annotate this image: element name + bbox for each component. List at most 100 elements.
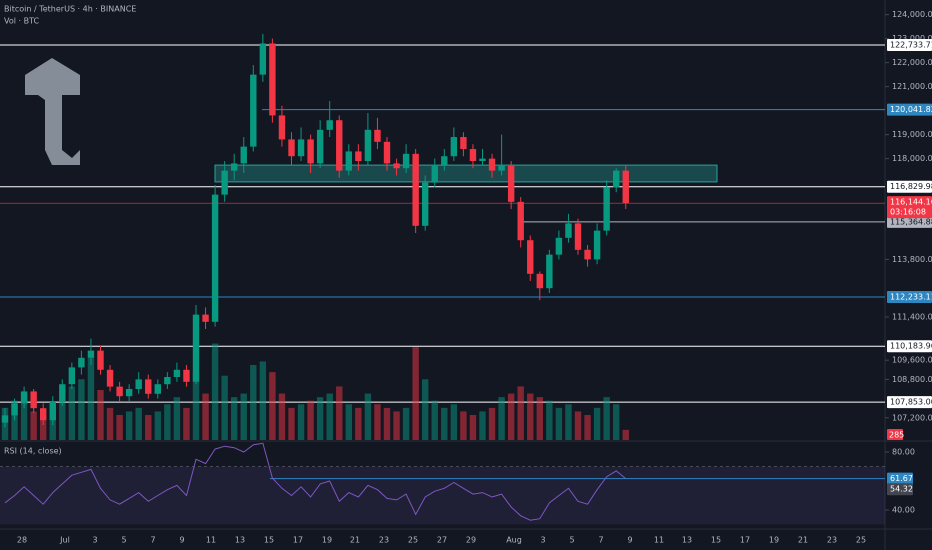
candle-body bbox=[364, 129, 372, 162]
candle-body bbox=[125, 389, 133, 397]
y-tick-label: 108,800.00 bbox=[892, 375, 932, 384]
volume-bar bbox=[326, 393, 333, 440]
volume-bar bbox=[355, 407, 362, 440]
volume-bar bbox=[374, 404, 381, 440]
volume-bar bbox=[450, 404, 458, 440]
candle-body bbox=[40, 408, 47, 421]
candle-body bbox=[68, 367, 76, 385]
rsi-band bbox=[0, 466, 885, 525]
level-label-box bbox=[887, 215, 932, 228]
candle-body bbox=[441, 156, 448, 166]
volume-bar bbox=[288, 407, 295, 440]
price-label-box bbox=[887, 196, 932, 219]
candle-body bbox=[221, 170, 228, 195]
volume-bar bbox=[555, 407, 563, 440]
candle-body bbox=[450, 137, 458, 157]
x-tick-label: 9 bbox=[179, 536, 184, 545]
candle-body bbox=[603, 187, 610, 231]
rsi-label-box bbox=[887, 472, 913, 485]
volume-bar bbox=[431, 400, 438, 440]
y-tick-label: 113,800.00 bbox=[892, 255, 932, 264]
candle-body bbox=[59, 384, 66, 402]
candle-body bbox=[355, 151, 362, 162]
volume-bar bbox=[164, 404, 171, 440]
x-tick-label: 3 bbox=[540, 536, 545, 545]
volume-bar bbox=[546, 400, 553, 440]
x-tick-label: 25 bbox=[856, 536, 866, 545]
volume-bar bbox=[527, 393, 534, 440]
volume-bar bbox=[488, 407, 496, 440]
candle-body bbox=[106, 369, 114, 387]
volume-bar bbox=[565, 404, 572, 440]
x-tick-label: 17 bbox=[740, 536, 750, 545]
x-tick-label: 7 bbox=[150, 536, 155, 545]
volume-bar bbox=[221, 375, 228, 440]
volume-bar bbox=[250, 365, 257, 440]
x-tick-label: 23 bbox=[379, 536, 389, 545]
volume-bar bbox=[345, 404, 352, 440]
volume-bar bbox=[78, 379, 85, 440]
candle-body bbox=[622, 170, 629, 204]
price-countdown: 03:16:08 bbox=[890, 208, 926, 217]
price-label: 116,144.16 bbox=[890, 198, 932, 207]
y-tick-label: 40.00 bbox=[892, 506, 915, 515]
level-label: 120,041.82 bbox=[890, 105, 932, 114]
x-tick-label: 13 bbox=[235, 536, 245, 545]
x-tick-label: Aug bbox=[506, 536, 522, 545]
candle-body bbox=[479, 158, 486, 162]
x-tick-label: 9 bbox=[627, 536, 632, 545]
level-label-box bbox=[887, 291, 932, 304]
level-label-box bbox=[887, 340, 932, 353]
volume-bar bbox=[135, 407, 142, 440]
candle-body bbox=[240, 146, 247, 164]
x-tick-label: 19 bbox=[322, 536, 332, 545]
volume-bar bbox=[259, 361, 267, 440]
rsi-label: 61.67 bbox=[890, 474, 913, 483]
level-label-box bbox=[887, 103, 932, 116]
volume-bar bbox=[1, 407, 9, 440]
y-tick-label: 124,000.00 bbox=[892, 10, 932, 19]
candle-body bbox=[584, 249, 591, 260]
candle-body bbox=[498, 165, 505, 171]
candle-body bbox=[402, 153, 410, 169]
level-label: 107,853.00 bbox=[890, 398, 932, 407]
x-tick-label: 17 bbox=[293, 536, 303, 545]
candle-body bbox=[297, 139, 305, 157]
candle-body bbox=[488, 158, 496, 171]
volume-bar bbox=[183, 407, 190, 440]
level-label-box bbox=[887, 180, 932, 193]
candle-body bbox=[278, 115, 286, 140]
candle-body bbox=[259, 43, 267, 75]
candle-body bbox=[202, 314, 209, 322]
volume-bar bbox=[507, 393, 515, 440]
volume-bar bbox=[240, 393, 247, 440]
logo bbox=[25, 58, 80, 165]
zone bbox=[214, 164, 718, 183]
volume-bar bbox=[613, 404, 620, 440]
rsi-line bbox=[4, 442, 627, 521]
volume-bar bbox=[316, 397, 324, 440]
candle-body bbox=[211, 194, 219, 322]
x-tick-label: 25 bbox=[408, 536, 418, 545]
x-tick-label: 21 bbox=[798, 536, 808, 545]
candle-body bbox=[173, 369, 181, 378]
volume-bar bbox=[441, 407, 448, 440]
volume-bar bbox=[402, 407, 410, 440]
candle-body bbox=[192, 314, 200, 382]
candle-body bbox=[546, 254, 553, 289]
volume-bar bbox=[11, 400, 18, 440]
volume-bar bbox=[297, 404, 305, 440]
candle-body bbox=[78, 357, 85, 368]
candle-body bbox=[527, 240, 534, 274]
level-label: 122,733.71 bbox=[890, 41, 932, 50]
x-tick-label: 11 bbox=[206, 536, 216, 545]
level-label-box bbox=[887, 396, 932, 409]
candle-body bbox=[307, 139, 314, 164]
candle-body bbox=[336, 120, 343, 171]
volume-bar bbox=[106, 407, 114, 440]
volume-bar bbox=[145, 415, 152, 440]
y-tick-label: 80.00 bbox=[892, 448, 915, 457]
x-tick-label: 3 bbox=[92, 536, 97, 545]
